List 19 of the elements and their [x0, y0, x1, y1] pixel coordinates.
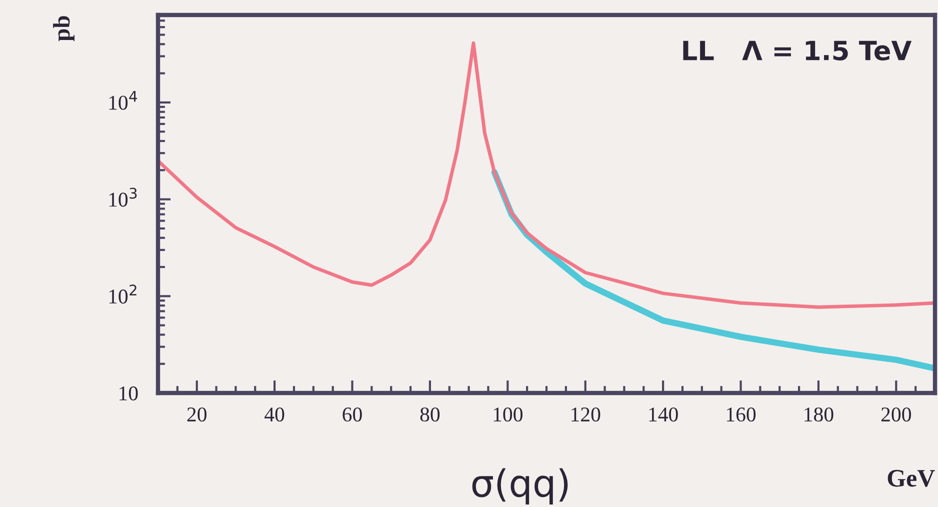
- x-tick-label: 140: [649, 407, 678, 422]
- line-series: [158, 41, 935, 309]
- y-tick-label: 10$^{2}$: [109, 284, 136, 304]
- x-tick-label: 20: [187, 407, 206, 422]
- x-tick-label: 100: [494, 407, 522, 422]
- x-tick-label: 60: [342, 407, 362, 422]
- annotation: LL Λ = 1.5 TeV: [683, 40, 912, 60]
- y-tick-label: 10$^{3}$: [109, 188, 137, 207]
- y-tick-label: 10: [120, 386, 138, 400]
- x-tick-label: 200: [881, 407, 911, 422]
- x-tick-label: 180: [804, 407, 834, 422]
- x-tick-label: 80: [420, 407, 440, 422]
- x-axis-title: σ(qq): [472, 468, 568, 504]
- x-tick-label: 40: [264, 407, 284, 422]
- y-tick-label: 10$^{4}$: [109, 90, 138, 110]
- y-axis-title: pb: [53, 16, 74, 42]
- x-tick-label: 120: [572, 407, 600, 422]
- text: GeV: [888, 470, 935, 487]
- x-tick-label: 160: [726, 407, 756, 422]
